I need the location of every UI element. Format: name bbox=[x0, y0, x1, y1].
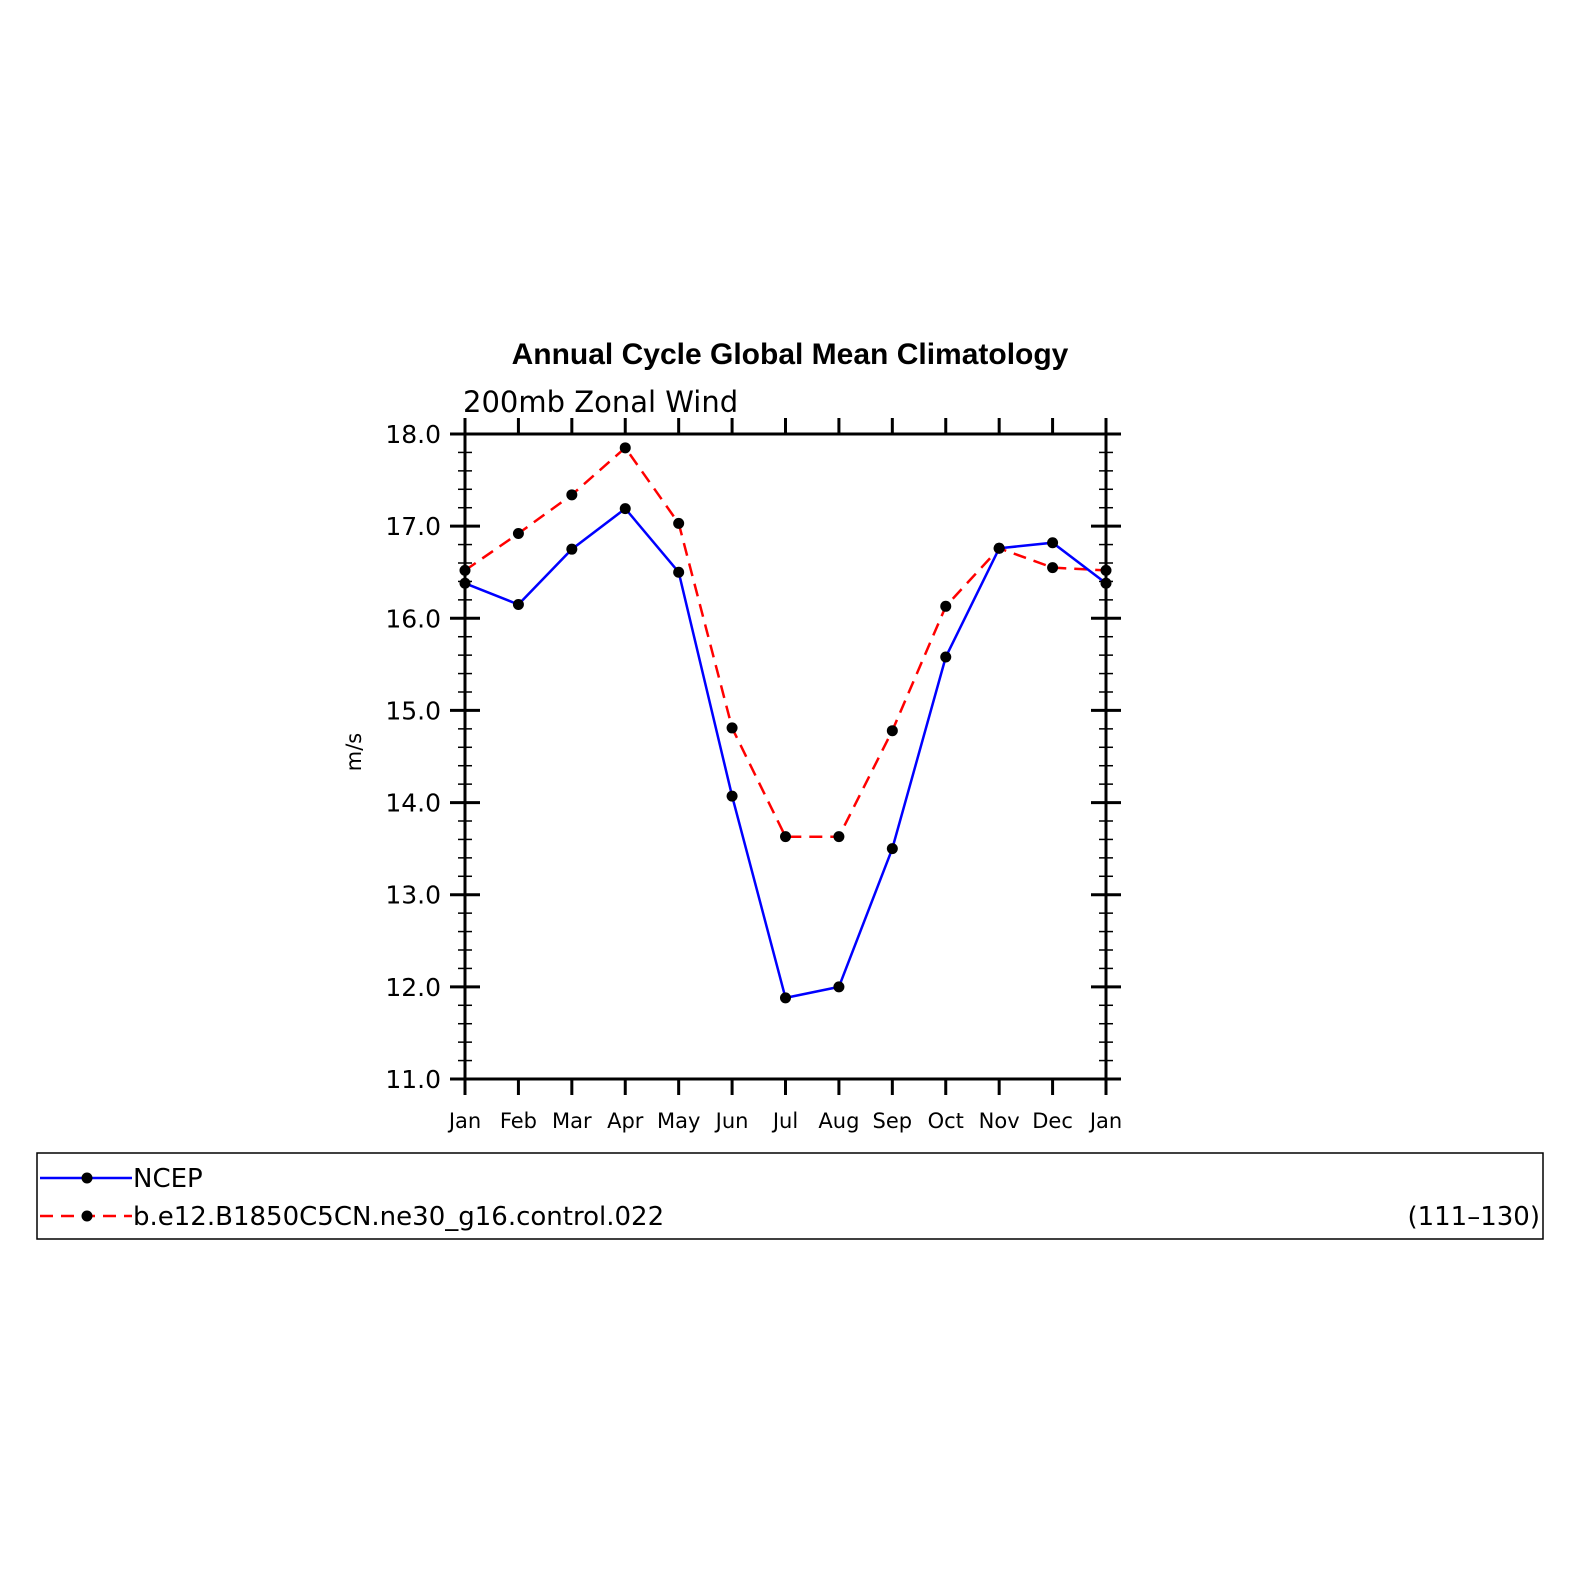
y-tick-label: 13.0 bbox=[385, 881, 441, 910]
x-tick-label: Jan bbox=[447, 1109, 481, 1133]
data-point-model bbox=[1100, 564, 1112, 576]
x-tick-label: Oct bbox=[928, 1109, 964, 1133]
data-point-ncep bbox=[566, 543, 578, 555]
x-tick-label: Nov bbox=[979, 1109, 1020, 1133]
legend-marker bbox=[81, 1172, 93, 1184]
minor-ticks bbox=[458, 433, 1113, 1080]
x-tick-label: Dec bbox=[1032, 1109, 1073, 1133]
x-tick-label: Feb bbox=[500, 1109, 537, 1133]
data-point-ncep bbox=[619, 503, 631, 515]
data-point-model bbox=[619, 442, 631, 454]
legend-box bbox=[36, 1152, 1544, 1240]
y-tick-label: 11.0 bbox=[385, 1065, 441, 1094]
y-tick-label: 12.0 bbox=[385, 973, 441, 1002]
x-tick-label: May bbox=[657, 1109, 700, 1133]
data-point-model bbox=[566, 489, 578, 501]
data-point-model bbox=[726, 722, 738, 734]
legend-label: b.e12.B1850C5CN.ne30_g16.control.022 bbox=[133, 1202, 664, 1232]
x-tick-label: Aug bbox=[818, 1109, 859, 1133]
chart-title: Annual Cycle Global Mean Climatology bbox=[512, 338, 1069, 371]
x-tick-label: Sep bbox=[873, 1109, 913, 1133]
data-point-model bbox=[780, 831, 791, 843]
y-tick-label: 17.0 bbox=[385, 512, 441, 541]
x-tick-labels: Jan Feb Mar Apr May Jun Jul Aug Sep Oct Nov Dec Jan bbox=[447, 1109, 1122, 1133]
data-point-ncep bbox=[993, 542, 1005, 554]
data-point-model bbox=[459, 564, 471, 576]
x-tick-label: Mar bbox=[552, 1109, 592, 1133]
data-point-model bbox=[1047, 562, 1059, 574]
y-tick-label: 15.0 bbox=[385, 696, 441, 725]
data-point-model bbox=[886, 725, 898, 737]
x-tick-label: Jul bbox=[771, 1109, 798, 1133]
data-point-ncep bbox=[726, 790, 738, 802]
x-tick-label: Jan bbox=[1088, 1109, 1122, 1133]
data-point-ncep bbox=[780, 992, 791, 1004]
data-point-model bbox=[673, 517, 685, 529]
plot-frame bbox=[463, 432, 1108, 1081]
data-point-ncep bbox=[1100, 577, 1112, 589]
y-tick-labels: 11.0 12.0 13.0 14.0 15.0 16.0 17.0 18.0 bbox=[385, 420, 441, 1094]
series-line-model bbox=[464, 445, 1107, 838]
series-layer bbox=[459, 442, 1112, 1004]
data-point-ncep bbox=[459, 577, 471, 589]
data-point-ncep bbox=[1047, 537, 1059, 549]
y-tick-label: 14.0 bbox=[385, 789, 441, 818]
series-line-ncep bbox=[464, 506, 1107, 1000]
legend-label: NCEP bbox=[133, 1164, 203, 1194]
data-point-model bbox=[833, 831, 845, 843]
legend-marker bbox=[81, 1210, 93, 1222]
chart-subtitle: 200mb Zonal Wind bbox=[463, 385, 738, 419]
data-point-ncep bbox=[673, 566, 685, 578]
x-tick-label: Apr bbox=[607, 1109, 644, 1133]
y-tick-label: 16.0 bbox=[385, 604, 441, 633]
data-point-model bbox=[512, 528, 524, 540]
data-point-ncep bbox=[886, 843, 898, 855]
data-point-ncep bbox=[833, 981, 845, 993]
y-axis-label: m/s bbox=[342, 733, 366, 771]
major-ticks bbox=[450, 418, 1121, 1095]
legend-items: NCEP b.e12.B1850C5CN.ne30_g16.control.022 bbox=[40, 1164, 664, 1232]
y-tick-label: 18.0 bbox=[385, 420, 441, 449]
data-point-ncep bbox=[512, 598, 524, 610]
data-point-ncep bbox=[940, 651, 952, 663]
legend-note: (111–130) bbox=[1407, 1202, 1540, 1232]
data-point-model bbox=[940, 600, 952, 612]
x-tick-label: Jun bbox=[714, 1109, 749, 1133]
